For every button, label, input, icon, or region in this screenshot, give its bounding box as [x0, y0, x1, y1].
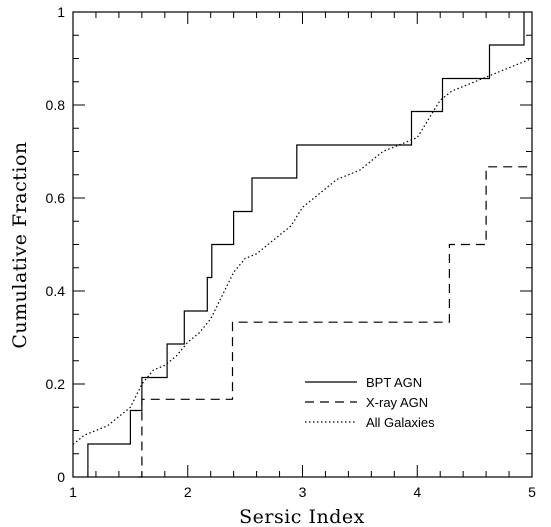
y-tick-label: 0.4 [46, 283, 66, 299]
ticks-layer [72, 11, 533, 478]
series-layer [72, 12, 533, 478]
y-tick-label: 0.6 [46, 190, 66, 206]
y-tick-label: 1 [57, 4, 65, 20]
tick-labels: 1 2 3 4 5 0 0.2 0.4 0.6 0.8 1 [46, 4, 537, 500]
legend: BPT AGN X-ray AGN All Galaxies [305, 375, 435, 430]
x-tick-label: 2 [184, 484, 192, 500]
y-tick-label: 0 [57, 469, 65, 485]
series-line-x-ray-agn [138, 166, 532, 478]
x-tick-label: 3 [299, 484, 307, 500]
legend-label: BPT AGN [366, 375, 422, 390]
legend-label: All Galaxies [366, 415, 435, 430]
x-tick-label: 5 [528, 484, 536, 500]
series-line-bpt-agn [87, 12, 525, 477]
x-axis-title: Sersic Index [239, 506, 365, 527]
legend-label: X-ray AGN [366, 395, 428, 410]
x-tick-label: 1 [69, 484, 77, 500]
y-axis-title: Cumulative Fraction [9, 141, 31, 348]
y-tick-label: 0.2 [46, 376, 66, 392]
y-tick-label: 0.8 [46, 97, 66, 113]
x-tick-label: 4 [413, 484, 421, 500]
